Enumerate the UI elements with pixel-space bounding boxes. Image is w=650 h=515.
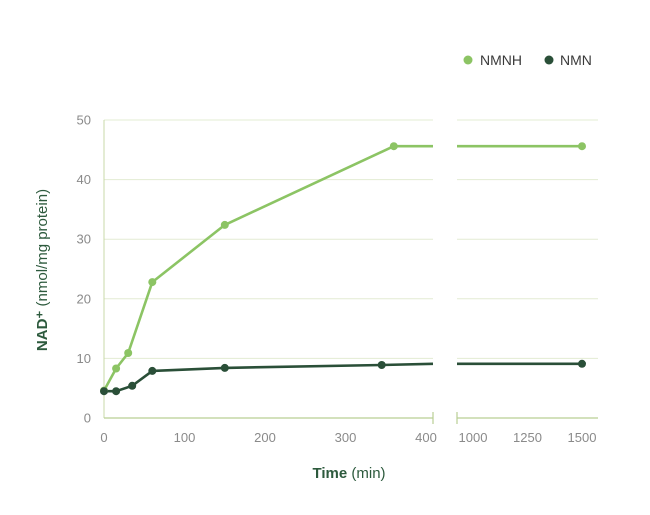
legend-label-nmn: NMN <box>560 52 592 68</box>
y-tick-label: 0 <box>84 411 91 426</box>
data-point-nmn <box>377 361 386 369</box>
data-point-nmnh <box>389 142 398 151</box>
series-points <box>100 142 586 396</box>
data-point-nmn <box>128 381 137 390</box>
series-line-nmnh-panel0 <box>102 144 433 392</box>
y-axis-title-unit: (nmol/mg protein) <box>34 189 51 311</box>
data-point-nmnh <box>124 349 133 357</box>
y-tick-label: 50 <box>77 113 91 128</box>
y-axis-title-main: NAD⁺ <box>34 311 51 351</box>
x-tick-label: 1500 <box>568 430 597 445</box>
x-tick-label: 100 <box>174 430 196 445</box>
x-tick-label: 0 <box>100 430 107 445</box>
data-point-nmn <box>112 387 121 396</box>
y-tick-label: 10 <box>77 351 91 366</box>
x-tick-label: 200 <box>254 430 276 445</box>
legend: NMNH NMN <box>463 52 592 68</box>
data-point-nmnh <box>578 142 586 151</box>
x-axis-title-unit: (min) <box>347 465 385 482</box>
data-point-nmn <box>578 359 586 368</box>
series-lines <box>102 144 582 393</box>
data-point-nmnh <box>112 364 121 373</box>
x-tick-label: 1250 <box>513 430 542 445</box>
data-point-nmn <box>220 363 229 372</box>
y-tick-label: 30 <box>77 232 91 247</box>
x-tick-label: 400 <box>415 430 437 445</box>
data-point-nmnh <box>148 278 157 287</box>
data-point-nmnh <box>220 220 229 229</box>
x-axis-title: Time (min) <box>312 465 385 482</box>
y-tick-label: 20 <box>77 291 91 306</box>
y-axis-title: NAD⁺ (nmol/mg protein) <box>34 189 51 351</box>
gridlines <box>104 119 598 419</box>
legend-label-nmnh: NMNH <box>480 52 522 68</box>
x-axis-title-main: Time <box>312 465 347 482</box>
data-point-nmn <box>100 387 108 396</box>
x-axis: 0 100 200 300 400 1000 1250 1500 <box>100 120 598 445</box>
legend-marker-nmnh <box>463 55 473 65</box>
legend-marker-nmn <box>544 55 554 65</box>
x-tick-label: 300 <box>335 430 357 445</box>
y-tick-label: 40 <box>77 172 91 187</box>
y-tick-labels: 0 10 20 30 40 50 <box>77 113 91 426</box>
data-point-nmn <box>148 366 157 375</box>
x-tick-label: 1000 <box>459 430 488 445</box>
